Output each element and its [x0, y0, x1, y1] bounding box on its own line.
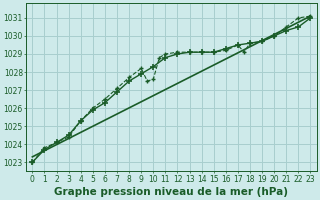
X-axis label: Graphe pression niveau de la mer (hPa): Graphe pression niveau de la mer (hPa) — [54, 187, 288, 197]
